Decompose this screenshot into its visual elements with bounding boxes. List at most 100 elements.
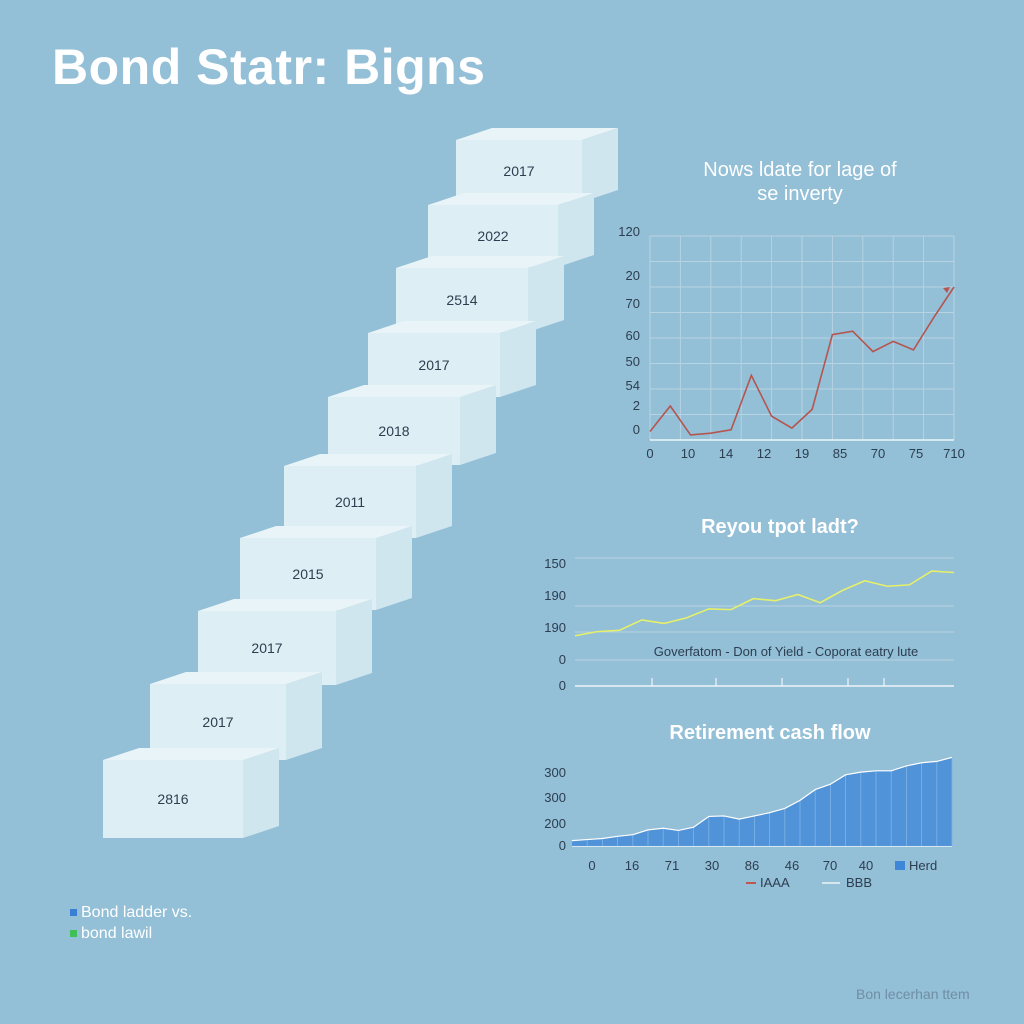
chart3-legend-swatch-herd: [895, 861, 905, 870]
chart3-y-tick: 300: [544, 765, 566, 780]
ladder-step-top: [396, 256, 564, 268]
chart1-x-tick: 14: [719, 446, 733, 461]
ladder-step-side: [286, 672, 322, 760]
chart3-legend-label-bbb: BBB: [846, 875, 872, 890]
chart3-x-tick: 71: [665, 858, 679, 873]
chart2-y-tick: 0: [559, 678, 566, 693]
chart3-x-tick: 46: [785, 858, 799, 873]
ladder-step-top: [456, 128, 618, 140]
ladder-step-top: [150, 672, 322, 684]
ladder-step-face: [103, 760, 243, 838]
page-title: Bond Statr: Bigns: [52, 39, 486, 95]
chart3-y-tick: 200: [544, 816, 566, 831]
ladder-step-face: [456, 140, 582, 202]
ladder-step-top: [103, 748, 279, 760]
ladder-step-side: [528, 256, 564, 332]
chart1-x-tick: 710: [943, 446, 965, 461]
chart1-y-tick: 50: [626, 354, 640, 369]
ladder-step: 2018: [328, 385, 496, 465]
ladder-step-face: [150, 684, 286, 760]
ladder-step-label: 2015: [292, 566, 323, 582]
ladder-step: 2017: [150, 672, 322, 760]
ladder-step-side: [336, 599, 372, 685]
ladder-step-label: 2514: [446, 292, 477, 308]
chart2-annotation: Goverfatom - Don of Yield - Coporat eatr…: [654, 644, 918, 659]
ladder-step-side: [582, 128, 618, 202]
bottom-legend-item-2: bond lawil: [70, 923, 192, 944]
chart3-legend-label-herd: Herd: [909, 858, 937, 873]
chart2-y-tick: 0: [559, 652, 566, 667]
ladder-step-label: 2816: [157, 791, 188, 807]
chart3-legend-label-iaaa: IAAA: [760, 875, 790, 890]
ladder-step-top: [328, 385, 496, 397]
ladder-step-label: 2017: [503, 163, 534, 179]
ladder-step-label: 2011: [335, 494, 365, 510]
chart3: 300 300 200 0 0 16 71 30 86 46 70 40 Herd IAAA BBB: [544, 756, 953, 890]
chart2: 150 190 190 0 0 Goverfatom - Don of Yield - C…: [544, 556, 955, 693]
chart1-y-tick: 120: [618, 224, 640, 239]
chart3-area: [572, 757, 952, 846]
ladder-step-side: [243, 748, 279, 838]
chart3-x-tick: 70: [823, 858, 837, 873]
chart1-y-tick: 0: [633, 422, 640, 437]
ladder-step-label: 2017: [251, 640, 282, 656]
bottom-legend-item-1: Bond ladder vs.: [70, 902, 192, 923]
ladder-step-side: [558, 193, 594, 267]
chart1-title: Nows ldate for lage of se inverty: [660, 158, 940, 206]
chart3-y-tick: 300: [544, 790, 566, 805]
chart2-y-tick: 150: [544, 556, 566, 571]
chart3-x-tick: 86: [745, 858, 759, 873]
bottom-legend-label-1: Bond ladder vs.: [81, 904, 193, 921]
chart3-x-tick: 40: [859, 858, 873, 873]
chart1-x-tick: 70: [871, 446, 885, 461]
chart3-x-tick: 0: [588, 858, 595, 873]
ladder-step-side: [500, 321, 536, 397]
chart1-y-tick: 54: [626, 378, 640, 393]
chart1-x-tick: 85: [833, 446, 847, 461]
chart1-x-tick: 10: [681, 446, 695, 461]
chart3-title: Retirement cash flow: [669, 722, 871, 744]
ladder-step-top: [428, 193, 594, 205]
chart3-y-tick: 0: [559, 838, 566, 853]
ladder-step-side: [416, 454, 452, 538]
ladder-step: 2017: [456, 128, 618, 202]
ladder-step-face: [240, 538, 376, 610]
chart3-top-line: [571, 756, 953, 842]
ladder-step-label: 2018: [378, 423, 409, 439]
ladder-step-top: [284, 454, 452, 466]
chart1-title-line1: Nows ldate for lage of: [703, 159, 897, 181]
bond-ladder: 2017 2022 2514 2017 2018 2011 2015 2017 2017 2816: [103, 128, 618, 838]
legend-swatch-green: [70, 930, 77, 937]
chart1-arrow-head: [943, 287, 950, 293]
footer-text: Bon lecerhan ttem: [856, 986, 970, 1002]
ladder-step-side: [376, 526, 412, 610]
chart1-x-tick: 12: [757, 446, 771, 461]
ladder-step-face: [328, 397, 460, 465]
chart2-y-tick: 190: [544, 620, 566, 635]
chart1-x-tick: 0: [646, 446, 653, 461]
chart2-y-tick: 190: [544, 588, 566, 603]
chart2-title: Reyou tpot ladt?: [701, 516, 859, 538]
bottom-legend-label-2: bond lawil: [81, 925, 153, 942]
chart1-y-tick: 70: [626, 296, 640, 311]
chart1-series-line: [649, 286, 955, 436]
ladder-step-top: [240, 526, 412, 538]
ladder-step-label: 2017: [418, 357, 449, 373]
chart1-y-tick: 2: [633, 398, 640, 413]
chart3-x-tick: 16: [625, 858, 639, 873]
chart1-y-tick: 20: [626, 268, 640, 283]
ladder-step-label: 2022: [477, 228, 508, 244]
chart1-x-tick: 75: [909, 446, 923, 461]
ladder-step-label: 2017: [202, 714, 233, 730]
chart1-y-tick: 60: [626, 328, 640, 343]
ladder-step: 2816: [103, 748, 279, 838]
chart1-title-line2: se inverty: [757, 183, 843, 205]
ladder-step-top: [368, 321, 536, 333]
ladder-step-top: [198, 599, 372, 611]
chart1-x-tick: 19: [795, 446, 809, 461]
bottom-legend: Bond ladder vs. bond lawil: [70, 902, 192, 944]
chart3-x-tick: 30: [705, 858, 719, 873]
ladder-step-side: [460, 385, 496, 465]
